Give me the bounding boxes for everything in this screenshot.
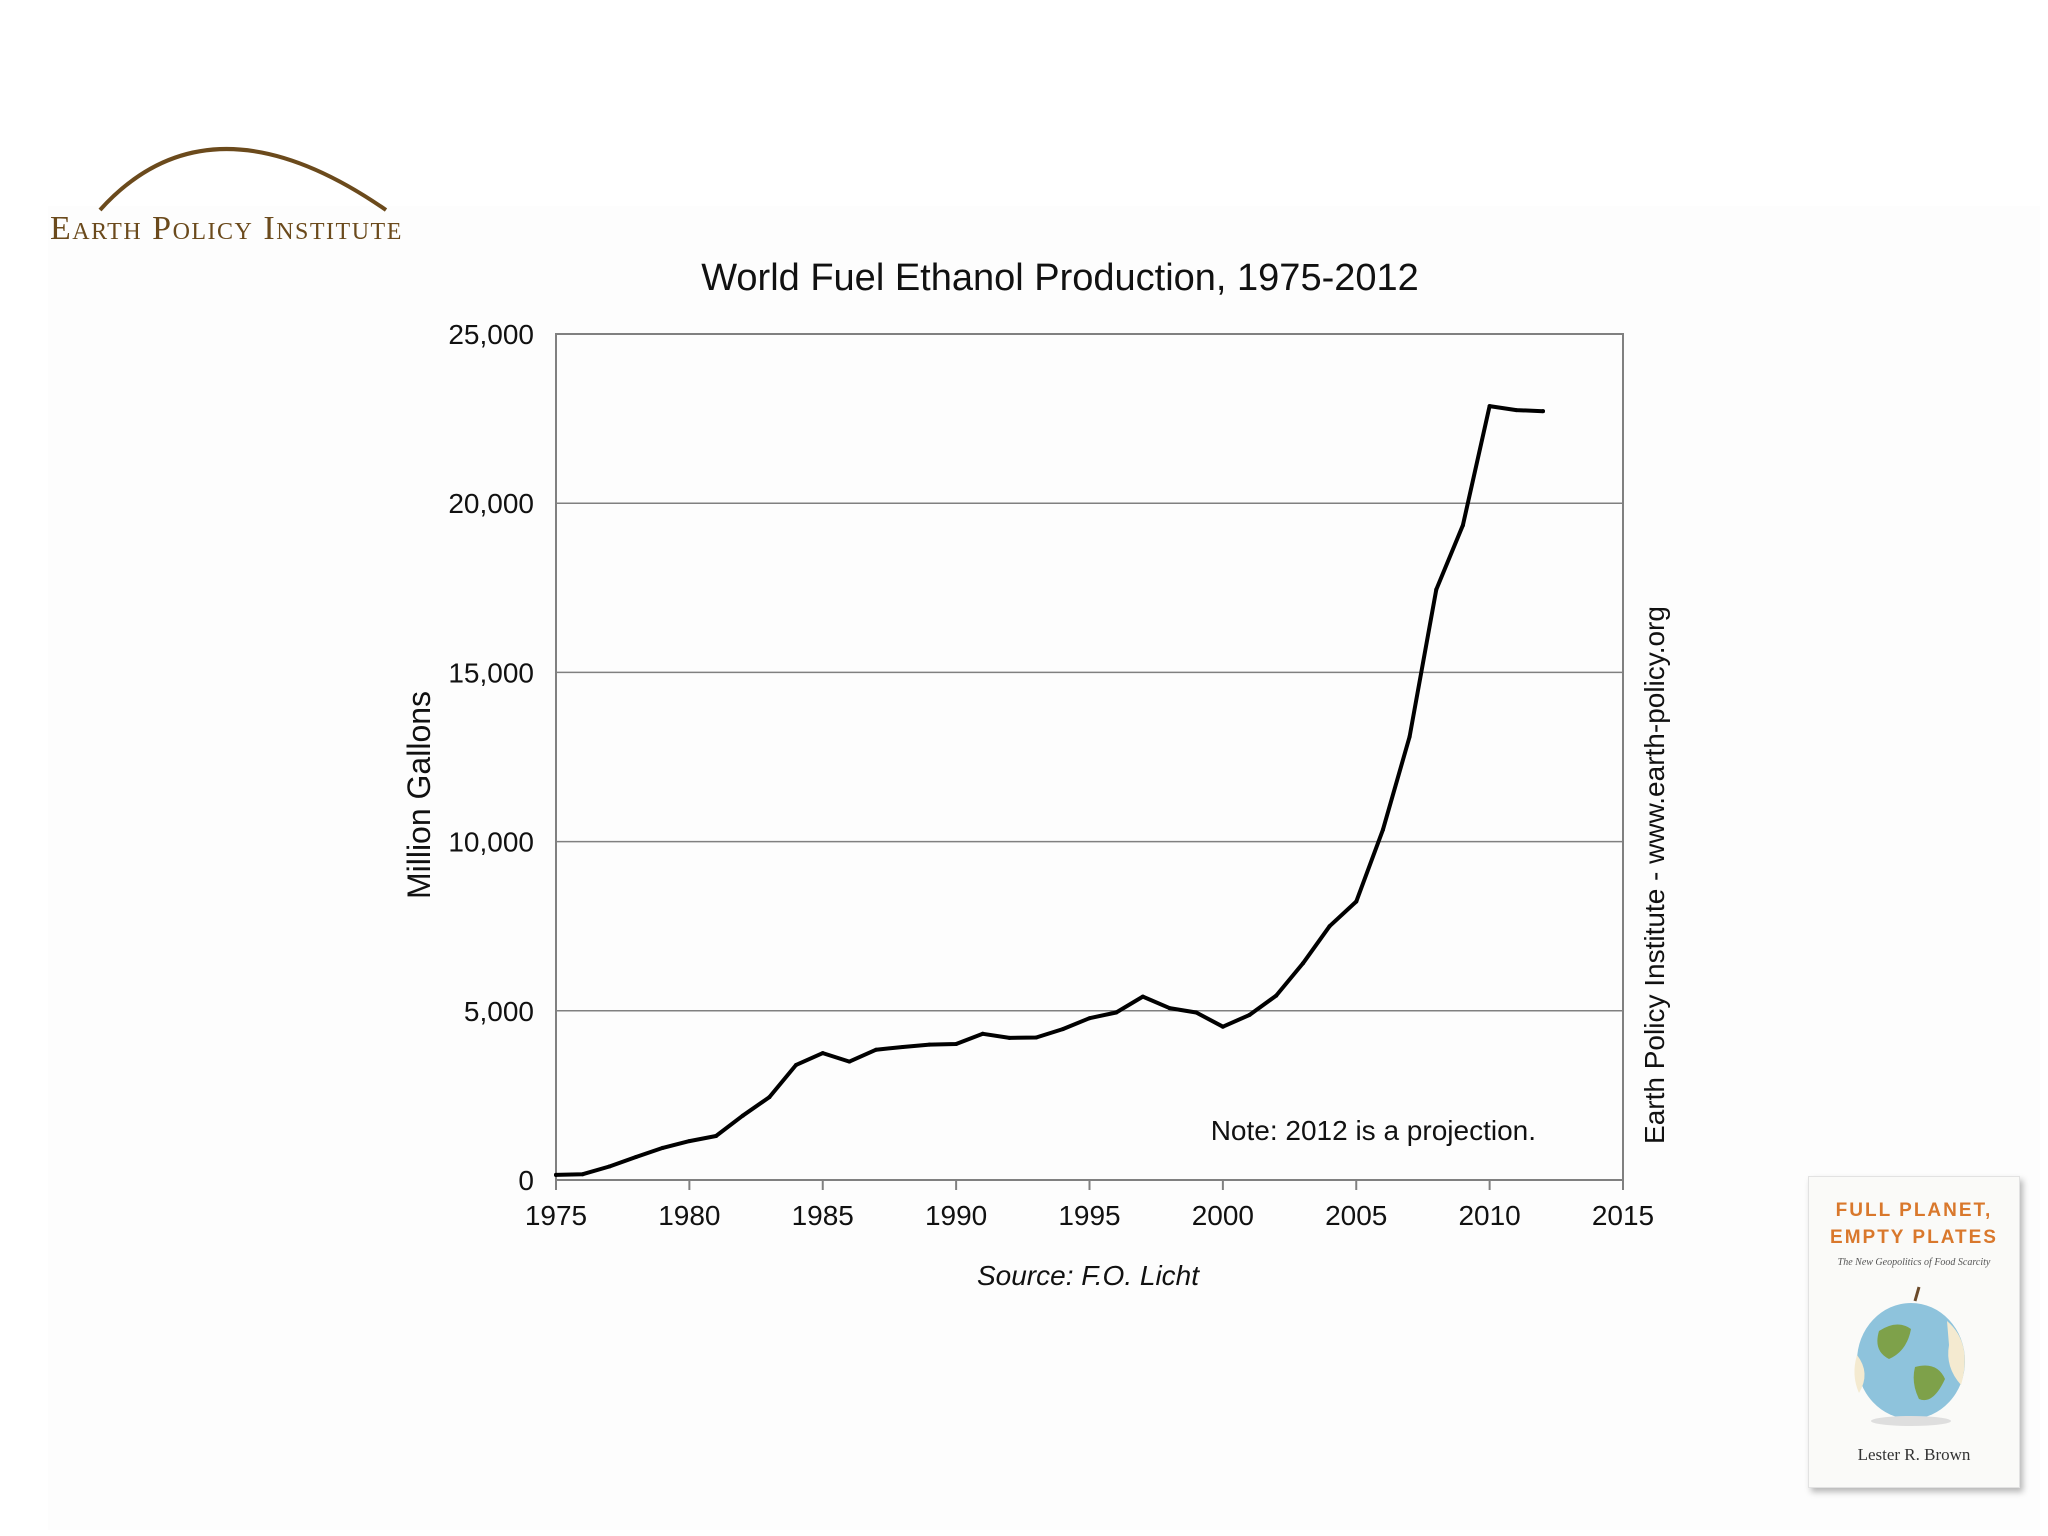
logo-arc-icon — [98, 147, 388, 212]
data-point — [1327, 924, 1332, 929]
plot-area-frame — [555, 333, 1624, 1181]
x-tick-label: 1995 — [1058, 1200, 1120, 1231]
data-point — [1274, 993, 1279, 998]
data-point — [954, 1041, 959, 1046]
book-title: FULL PLANET, EMPTY PLATES — [1809, 1197, 2019, 1251]
y-axis-tick-labels: 0 5,000 10,000 15,000 20,000 25,000 — [448, 319, 534, 1196]
slide-background — [48, 206, 2040, 1530]
book-title-line-2: EMPTY PLATES — [1830, 1227, 1998, 1248]
data-point — [1354, 899, 1359, 904]
x-tick-label: 1990 — [925, 1200, 987, 1231]
y-tick-label: 25,000 — [448, 319, 534, 350]
x-tick-label: 1985 — [792, 1200, 854, 1231]
data-point — [660, 1145, 665, 1150]
data-point — [980, 1031, 985, 1036]
data-point — [1167, 1006, 1172, 1011]
chart-title: World Fuel Ethanol Production, 1975-2012 — [701, 257, 1419, 299]
data-point — [554, 1172, 558, 1177]
book-title-line-1: FULL PLANET, — [1835, 1200, 1993, 1221]
x-tick-label: 1980 — [658, 1200, 720, 1231]
data-point — [927, 1042, 932, 1047]
book-author: Lester R. Brown — [1857, 1445, 1971, 1464]
data-point — [1300, 961, 1305, 966]
earth-policy-institute-logo: Earth Policy Institute — [50, 118, 440, 248]
series-group — [554, 404, 1545, 1177]
book-subtitle: The New Geopolitics of Food Scarcity — [1837, 1257, 1991, 1268]
data-point — [1220, 1024, 1225, 1029]
data-point — [1087, 1016, 1092, 1021]
book-cover: FULL PLANET, EMPTY PLATES The New Geopol… — [1808, 1176, 2020, 1488]
data-point — [1434, 587, 1439, 592]
data-point — [580, 1172, 585, 1177]
y-tick-label: 20,000 — [448, 488, 534, 519]
x-tick-label: 2015 — [1592, 1200, 1654, 1231]
data-point — [847, 1059, 852, 1064]
data-point — [1194, 1010, 1199, 1015]
x-tick-label: 2005 — [1325, 1200, 1387, 1231]
data-point — [794, 1062, 799, 1067]
data-point — [1514, 408, 1519, 413]
data-point — [1407, 734, 1412, 739]
data-point — [1487, 404, 1492, 409]
data-point — [1380, 827, 1385, 832]
data-point — [1140, 994, 1145, 999]
data-point — [820, 1051, 825, 1056]
data-point — [634, 1154, 639, 1159]
data-point — [1247, 1012, 1252, 1017]
y-tick-label: 5,000 — [464, 996, 534, 1027]
data-point — [874, 1047, 879, 1052]
data-point — [687, 1139, 692, 1144]
x-tick-label: 2010 — [1458, 1200, 1520, 1231]
data-point — [1114, 1010, 1119, 1015]
y-tick-label: 10,000 — [448, 827, 534, 858]
gridlines — [556, 502, 1623, 1012]
data-point — [1540, 409, 1545, 414]
x-tick-label: 2000 — [1192, 1200, 1254, 1231]
data-point — [767, 1095, 772, 1100]
projection-note: Note: 2012 is a projection. — [1211, 1115, 1536, 1146]
data-point — [1034, 1035, 1039, 1040]
data-point — [1060, 1027, 1065, 1032]
y-tick-label: 0 — [518, 1165, 534, 1196]
data-point — [900, 1045, 905, 1050]
x-tick-label: 1975 — [525, 1200, 587, 1231]
y-axis-label: Million Gallons — [401, 691, 437, 899]
credit-label: Earth Policy Institute - www.earth-polic… — [1639, 606, 1670, 1144]
logo-text: Earth Policy Institute — [50, 210, 403, 247]
data-point — [1007, 1035, 1012, 1040]
data-point — [607, 1164, 612, 1169]
series-line — [554, 404, 1545, 1177]
x-axis-ticks — [555, 1180, 1624, 1190]
data-point — [1460, 523, 1465, 528]
data-point — [714, 1134, 719, 1139]
y-tick-label: 15,000 — [448, 657, 534, 688]
data-point — [740, 1113, 745, 1118]
globe-apple-icon — [1854, 1286, 1965, 1426]
source-label: Source: F.O. Licht — [977, 1260, 1200, 1291]
x-axis-tick-labels: 1975 1980 1985 1990 1995 2000 2005 2010 2015 — [525, 1200, 1654, 1231]
